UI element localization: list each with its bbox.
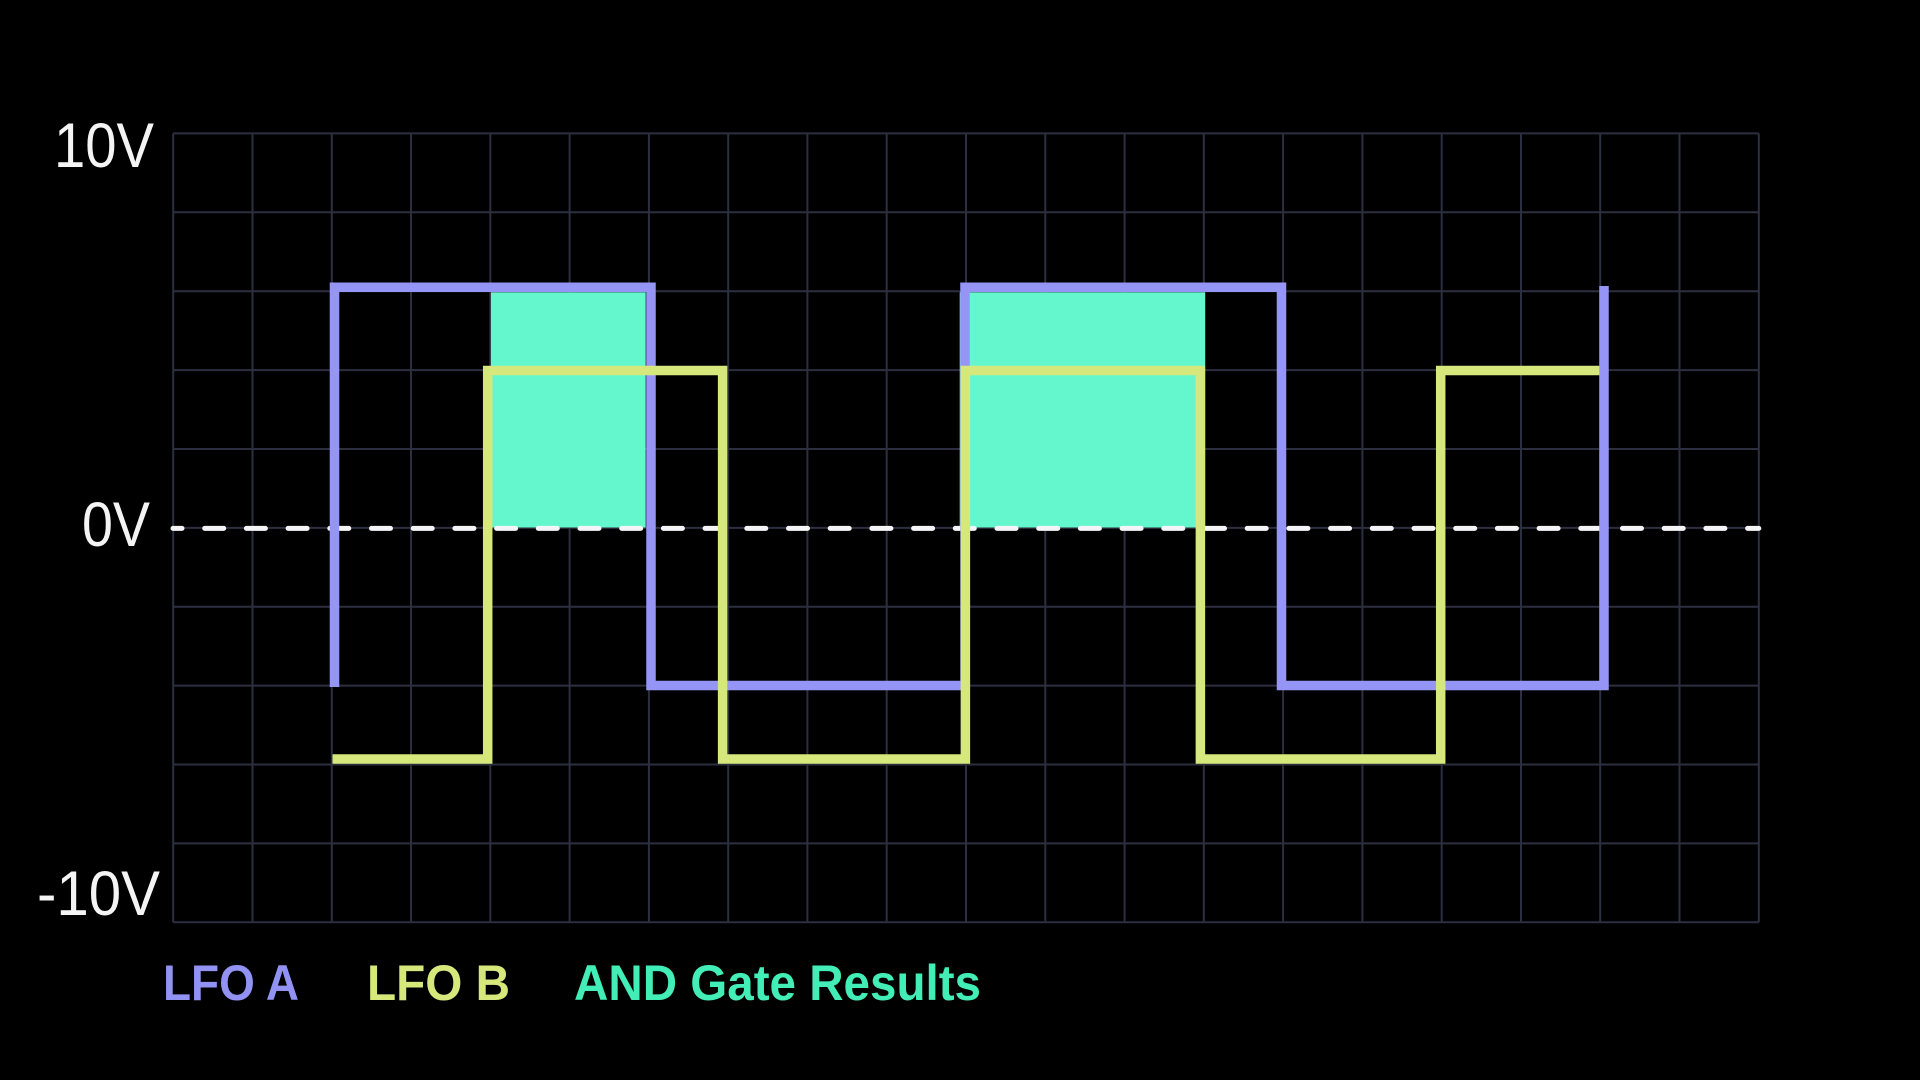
- svg-text:AND Gate Results: AND Gate Results: [574, 955, 981, 1011]
- svg-text:0V: 0V: [82, 490, 150, 560]
- svg-text:LFO A: LFO A: [163, 955, 299, 1011]
- svg-text:LFO B: LFO B: [367, 955, 510, 1011]
- svg-text:-10V: -10V: [37, 859, 160, 929]
- svg-text:10V: 10V: [54, 111, 154, 181]
